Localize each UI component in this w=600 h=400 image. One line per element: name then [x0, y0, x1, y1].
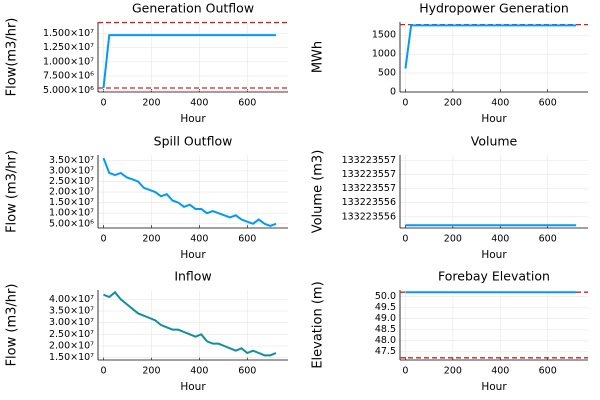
y-tick-label: 1.50×10⁷	[49, 197, 94, 208]
y-tick-label: 3.00×10⁷	[49, 165, 94, 176]
chart-title: Hydropower Generation	[419, 1, 569, 16]
y-tick-label: 3.50×10⁷	[49, 306, 94, 317]
x-tick-label: 200	[444, 98, 462, 109]
x-tick-label: 600	[539, 234, 557, 245]
y-tick-label: 5.00×10⁶	[49, 218, 94, 229]
x-tick-label: 600	[238, 366, 256, 377]
chart-title: Forebay Elevation	[438, 269, 550, 284]
x-tick-label: 0	[100, 234, 106, 245]
y-tick-label: 1.00×10⁷	[49, 208, 94, 219]
x-tick-label: 400	[190, 234, 208, 245]
y-tick-label: 49.5	[375, 302, 396, 313]
y-tick-label: 47.5	[375, 346, 396, 357]
y-tick-label: 2.50×10⁷	[49, 329, 94, 340]
y-tick-label: 2.50×10⁷	[49, 176, 94, 187]
y-tick-label: 133223557	[342, 183, 396, 194]
y-tick-label: 0	[390, 87, 396, 98]
y-tick-label: 7.500×10⁶	[43, 71, 94, 82]
x-tick-label: 200	[444, 234, 462, 245]
x-tick-label: 200	[142, 98, 160, 109]
y-tick-label: 1000	[372, 49, 396, 60]
y-tick-label: 1.50×10⁷	[49, 352, 94, 363]
y-axis-label: Volume (m3)	[311, 150, 326, 234]
x-axis-label: Hour	[481, 113, 507, 125]
x-axis-label: Hour	[180, 249, 206, 261]
y-axis-label: Flow (m3/hr)	[5, 284, 20, 367]
y-tick-label: 500	[378, 68, 396, 79]
y-tick-label: 3.50×10⁷	[49, 155, 94, 166]
x-tick-label: 0	[402, 234, 408, 245]
x-tick-label: 600	[539, 98, 557, 109]
y-tick-label: 133223556	[342, 197, 396, 208]
y-tick-label: 1.250×10⁷	[43, 42, 94, 53]
x-tick-label: 200	[142, 234, 160, 245]
chart-title: Generation Outflow	[132, 1, 254, 16]
y-axis-label: Flow(m3/hr)	[5, 18, 20, 97]
y-tick-label: 133223557	[342, 169, 396, 180]
x-tick-label: 400	[491, 234, 509, 245]
y-axis-label: Elevation (m)	[311, 281, 326, 368]
x-tick-label: 200	[444, 366, 462, 377]
y-tick-label: 48.5	[375, 324, 396, 335]
x-axis-label: Hour	[180, 381, 206, 393]
chart-title: Volume	[471, 134, 518, 149]
y-tick-label: 1.500×10⁷	[43, 28, 94, 39]
x-tick-label: 400	[491, 98, 509, 109]
x-tick-label: 0	[402, 98, 408, 109]
y-tick-label: 4.00×10⁷	[49, 294, 94, 305]
y-tick-label: 2.00×10⁷	[49, 341, 94, 352]
y-tick-label: 48.0	[375, 335, 396, 346]
y-tick-label: 2.00×10⁷	[49, 187, 94, 198]
y-tick-label: 133223556	[342, 211, 396, 222]
x-tick-label: 0	[100, 366, 106, 377]
chart-title: Spill Outflow	[154, 134, 233, 149]
x-axis-label: Hour	[481, 249, 507, 261]
y-axis-label: MWh	[311, 41, 326, 73]
chart-title: Inflow	[174, 269, 211, 284]
x-tick-label: 200	[142, 366, 160, 377]
series-line	[103, 290, 277, 357]
x-tick-label: 400	[190, 366, 208, 377]
y-tick-label: 3.00×10⁷	[49, 317, 94, 328]
y-tick-label: 1500	[372, 30, 396, 41]
x-axis-label: Hour	[481, 381, 507, 393]
x-axis-label: Hour	[180, 113, 206, 125]
y-tick-label: 50.0	[375, 291, 396, 302]
series-line	[102, 157, 277, 227]
series-line	[102, 34, 277, 89]
x-tick-label: 600	[238, 98, 256, 109]
x-tick-label: 400	[190, 98, 208, 109]
y-tick-label: 49.0	[375, 313, 396, 324]
x-tick-label: 600	[238, 234, 256, 245]
y-axis-label: Flow (m3/hr)	[5, 150, 20, 233]
x-tick-label: 0	[100, 98, 106, 109]
x-tick-label: 600	[539, 366, 557, 377]
y-tick-label: 5.000×10⁶	[43, 85, 94, 96]
y-tick-label: 1.000×10⁷	[43, 56, 94, 67]
x-tick-label: 0	[402, 366, 408, 377]
series-line	[404, 24, 577, 69]
y-tick-label: 133223557	[342, 155, 396, 166]
x-tick-label: 400	[491, 366, 509, 377]
